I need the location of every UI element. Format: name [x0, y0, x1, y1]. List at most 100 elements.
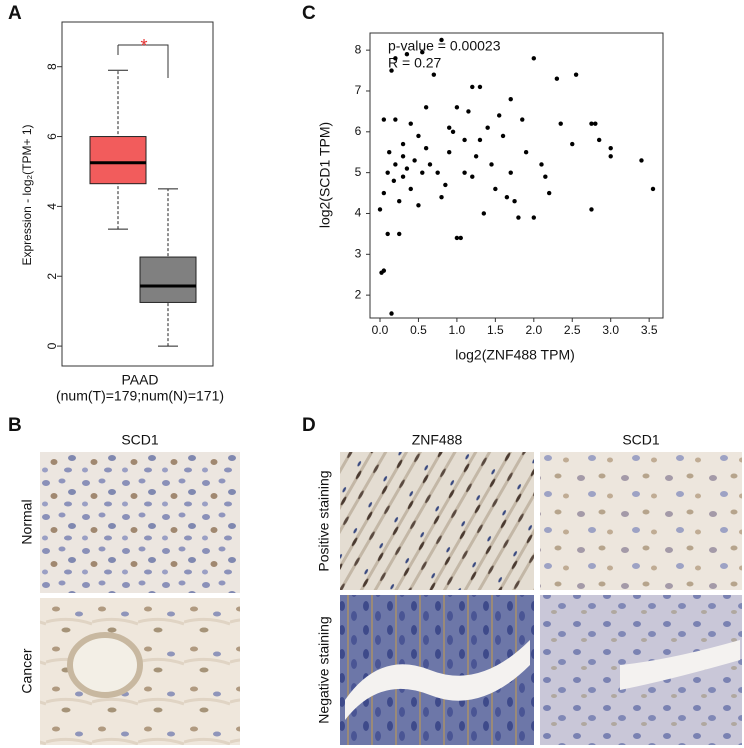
point — [391, 178, 397, 184]
y-tick-label: 4 — [45, 203, 59, 210]
point — [404, 166, 410, 171]
x-tick-label: 3.0 — [602, 323, 619, 337]
significance-star: * — [140, 36, 147, 56]
point — [508, 170, 513, 175]
point — [400, 174, 406, 179]
y-tick-label: 0 — [45, 342, 59, 349]
point — [397, 199, 402, 204]
column-label: ZNF488 — [412, 432, 463, 448]
point — [393, 117, 398, 122]
point — [381, 190, 387, 196]
point — [516, 215, 521, 220]
point — [404, 52, 410, 57]
panel-label: D — [302, 415, 316, 436]
point — [639, 158, 644, 163]
histology-image — [40, 452, 240, 593]
point — [454, 105, 460, 110]
point — [504, 194, 510, 200]
point — [427, 162, 433, 167]
point — [473, 154, 479, 159]
point — [450, 129, 456, 135]
point — [531, 215, 537, 220]
point — [443, 182, 448, 188]
row-label: Cancer — [19, 648, 35, 693]
point — [589, 121, 594, 126]
point — [420, 170, 425, 175]
point — [397, 231, 402, 237]
x-tick-label: 1.5 — [487, 323, 504, 337]
point — [408, 121, 413, 126]
point — [431, 72, 437, 77]
point — [385, 170, 390, 175]
point — [462, 170, 467, 175]
x-tick-label: 3.5 — [641, 323, 658, 337]
point — [408, 186, 413, 192]
point — [393, 56, 398, 61]
histology-structure — [345, 640, 530, 720]
point — [496, 113, 502, 118]
point — [543, 174, 548, 179]
point — [447, 125, 452, 130]
point — [570, 141, 575, 147]
point — [400, 141, 406, 147]
y-axis-label: Expression - log₂(TPM+ 1) — [20, 124, 34, 265]
point — [531, 56, 537, 61]
plot-frame — [61, 21, 214, 367]
x-tick-label: 0.0 — [372, 323, 389, 337]
panel-label: B — [8, 415, 22, 436]
point — [462, 137, 467, 143]
histology-structure — [67, 632, 143, 698]
histology-structure — [620, 640, 740, 690]
point — [493, 186, 498, 192]
y-tick-label: 6 — [45, 133, 59, 140]
point — [466, 109, 471, 114]
y-tick-label: 5 — [355, 165, 362, 179]
point — [554, 76, 560, 81]
point — [485, 125, 490, 130]
point — [470, 174, 475, 179]
point — [512, 199, 517, 204]
point — [523, 150, 529, 155]
point — [393, 162, 398, 167]
category-label: PAAD — [121, 372, 158, 388]
box — [89, 136, 147, 185]
point — [416, 133, 421, 139]
point — [377, 207, 383, 212]
x-tick-label: 1.0 — [449, 323, 466, 337]
row-label: Normal — [19, 499, 35, 544]
y-tick-label: 8 — [355, 42, 362, 56]
y-tick-label: 8 — [45, 63, 59, 70]
point — [423, 145, 429, 151]
point — [608, 145, 613, 151]
point — [477, 84, 483, 90]
x-tick-label: 2.0 — [525, 323, 542, 337]
plot-frame — [369, 32, 664, 319]
point — [420, 49, 425, 55]
point — [381, 268, 387, 273]
point — [539, 162, 544, 167]
x-tick-label: 0.5 — [410, 323, 427, 337]
y-tick-label: 2 — [45, 273, 59, 280]
point — [546, 190, 552, 196]
y-axis-label: log2(SCD1 TPM) — [317, 122, 333, 228]
point — [470, 84, 475, 90]
point — [593, 121, 598, 126]
point — [458, 235, 463, 241]
row-label: Positive staining — [316, 470, 332, 571]
y-tick-label: 7 — [355, 83, 362, 97]
point — [520, 117, 525, 122]
annotation: R = 0.27 — [388, 55, 442, 71]
point — [423, 105, 429, 110]
point — [558, 121, 563, 126]
point — [435, 170, 440, 175]
x-tick-label: 2.5 — [564, 323, 581, 337]
point — [416, 203, 421, 208]
point — [477, 137, 483, 143]
box — [139, 256, 197, 303]
point — [381, 117, 387, 122]
significance-bracket — [118, 44, 169, 78]
point — [489, 162, 494, 167]
point — [447, 150, 452, 155]
point — [387, 150, 392, 155]
